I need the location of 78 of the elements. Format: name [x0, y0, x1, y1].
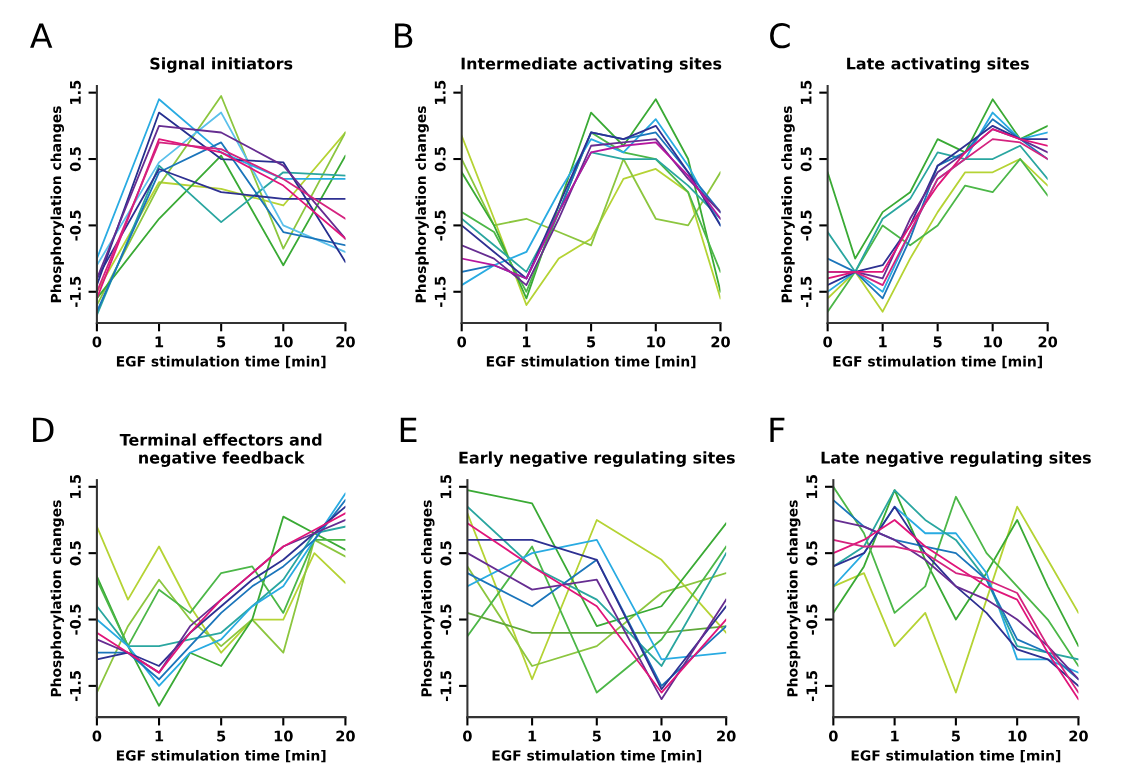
x-tick-label: 20 [717, 730, 736, 742]
x-tick-label: 10 [1008, 730, 1027, 742]
y-tick-label: -1.5 [70, 670, 81, 702]
chart-title: Intermediate activating sites [461, 57, 722, 73]
y-tick-label: 0.5 [69, 541, 81, 566]
x-axis-title: EGF stimulation time [min] [116, 355, 326, 369]
y-tick-label: -0.5 [440, 604, 452, 635]
x-axis-title: EGF stimulation time [min] [833, 355, 1042, 369]
x-tick-label: 1 [522, 336, 531, 348]
y-tick-label: 0.5 [440, 541, 452, 566]
x-tick-label: 1 [155, 730, 164, 742]
x-tick-label: 0 [92, 730, 102, 742]
y-tick-label: 1.5 [70, 80, 81, 104]
y-tick-label: -1.5 [800, 276, 812, 307]
x-tick-label: 10 [984, 336, 1003, 348]
y-tick-label: 1.5 [440, 474, 452, 499]
y-axis-title: Phosphorylation changes [786, 500, 801, 697]
y-tick-label: 1.5 [70, 474, 81, 499]
y-tick-label: -1.5 [806, 670, 818, 702]
chart-title: Late activating sites [847, 57, 1029, 73]
y-tick-label: -0.5 [806, 604, 818, 635]
chart-title: Early negative regulating sites [459, 451, 735, 467]
y-tick-label: 0.5 [69, 147, 81, 172]
y-tick-label: 0.5 [800, 147, 812, 172]
y-tick-label: -1.5 [70, 276, 81, 307]
chart-title: Late negative regulating sites [821, 451, 1091, 467]
y-axis-title: Phosphorylation changes [50, 500, 65, 697]
x-tick-label: 0 [92, 336, 102, 348]
x-tick-label: 10 [274, 730, 293, 742]
y-tick-label: 0.5 [434, 147, 446, 172]
x-tick-label: 5 [587, 336, 596, 348]
x-axis-title: EGF stimulation time [min] [492, 749, 702, 763]
text: B [395, 23, 413, 48]
chart-title: Signal initiators [150, 57, 293, 73]
x-tick-label: 20 [336, 730, 355, 742]
x-tick-label: 5 [217, 730, 226, 742]
y-axis-title: Phosphorylation changes [420, 500, 435, 697]
x-tick-label: 5 [592, 730, 601, 742]
x-tick-label: 10 [647, 336, 666, 348]
x-tick-label: 5 [217, 336, 226, 348]
x-tick-label: 5 [933, 336, 942, 348]
x-tick-label: 1 [879, 336, 887, 348]
x-tick-label: 0 [457, 336, 467, 348]
x-tick-label: 20 [711, 336, 730, 348]
x-tick-label: 0 [463, 730, 472, 742]
y-tick-label: 0.5 [806, 541, 818, 566]
text: C [770, 23, 790, 49]
text: E [400, 417, 417, 442]
x-tick-label: 10 [652, 730, 671, 742]
y-axis-title: Phosphorylation changes [415, 106, 429, 303]
y-tick-label: 1.5 [800, 80, 812, 104]
x-tick-label: 20 [336, 336, 355, 348]
y-tick-label: -0.5 [434, 210, 446, 241]
x-axis-title: EGF stimulation time [min] [486, 355, 696, 369]
chart-title: Terminal effectors and negative feedback [119, 433, 322, 467]
x-axis-title: EGF stimulation time [min] [116, 749, 326, 763]
y-axis-title: Phosphorylation changes [781, 106, 795, 303]
x-tick-label: 20 [1069, 730, 1088, 742]
x-tick-label: 10 [274, 336, 293, 348]
x-tick-label: 1 [528, 730, 537, 742]
text: D [33, 417, 54, 442]
x-tick-label: 1 [891, 730, 899, 742]
x-axis-title: EGF stimulation time [min] [851, 749, 1061, 763]
y-axis-title: Phosphorylation changes [50, 106, 65, 303]
x-tick-label: 20 [1038, 336, 1058, 348]
x-tick-label: 5 [951, 730, 960, 742]
y-tick-label: 1.5 [434, 80, 446, 104]
x-tick-label: 0 [823, 336, 833, 348]
y-tick-label: -1.5 [440, 670, 452, 702]
y-tick-label: 1.5 [806, 474, 818, 499]
y-tick-label: -1.5 [434, 276, 446, 307]
text: F [770, 417, 785, 442]
y-tick-label: -0.5 [69, 210, 81, 241]
x-tick-label: 0 [828, 730, 838, 742]
text: A [30, 23, 53, 48]
y-tick-label: -0.5 [69, 604, 81, 635]
y-tick-label: -0.5 [800, 210, 812, 241]
x-tick-label: 1 [155, 336, 164, 348]
